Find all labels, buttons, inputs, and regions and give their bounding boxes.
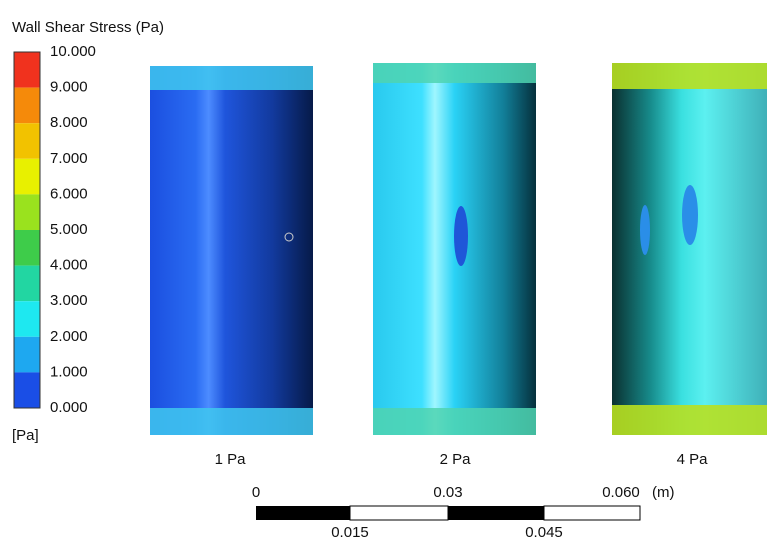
legend-label: 4.000 (50, 257, 88, 274)
cylinder-3 (612, 63, 767, 435)
legend-label: 9.000 (50, 79, 88, 96)
legend-label: 6.000 (50, 185, 88, 202)
legend-label: 5.000 (50, 221, 88, 238)
legend-label: 10.000 (50, 43, 96, 60)
legend-unit: [Pa] (12, 427, 39, 444)
legend-label: 0.000 (50, 399, 88, 416)
legend-label: 1.000 (50, 363, 88, 380)
legend-label: 8.000 (50, 114, 88, 131)
cylinder-2 (373, 63, 536, 435)
legend-label: 7.000 (50, 150, 88, 167)
scale-unit: (m) (652, 484, 675, 501)
scale-label: 0.045 (525, 524, 563, 541)
scale-label: 0.015 (331, 524, 369, 541)
scale-label: 0 (252, 484, 260, 501)
scale-label: 0.03 (433, 484, 462, 501)
legend-title: Wall Shear Stress (Pa) (12, 19, 164, 36)
panel-label: 1 Pa (215, 451, 247, 468)
scale-label: 0.060 (602, 484, 640, 501)
scale-bar (256, 506, 640, 520)
panel-label: 4 Pa (677, 451, 709, 468)
panel-label: 2 Pa (440, 451, 472, 468)
contour-figure: Wall Shear Stress (Pa) [Pa] 1 Pa 2 Pa 4 … (0, 0, 767, 541)
color-legend (14, 52, 40, 408)
cylinder-1 (150, 66, 313, 435)
legend-label: 2.000 (50, 328, 88, 345)
legend-label: 3.000 (50, 292, 88, 309)
